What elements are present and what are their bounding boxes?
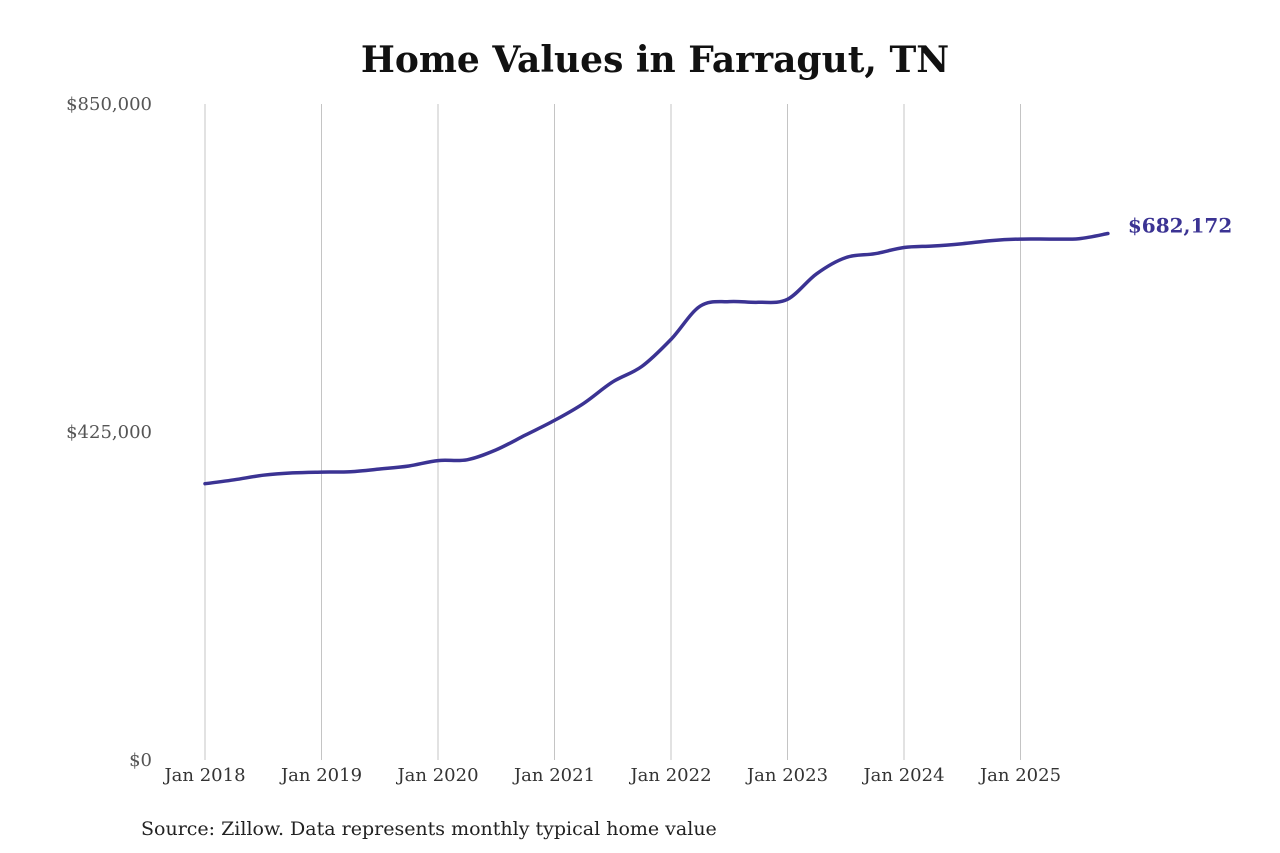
x-tick-label: Jan 2019 [279,765,362,786]
end-value-label: $682,172 [1128,214,1232,238]
y-axis-ticks: $0 $425,000 $850,000 [66,94,152,771]
x-tick-label: Jan 2020 [395,765,478,786]
grid-layer [204,104,1021,760]
y-tick-label: $850,000 [66,94,152,115]
x-tick-label: Jan 2022 [628,765,711,786]
y-tick-label: $0 [129,750,152,771]
x-tick-label: Jan 2023 [745,765,828,786]
y-tick-label: $425,000 [66,422,152,443]
x-tick-label: Jan 2021 [512,765,595,786]
source-note: Source: Zillow. Data represents monthly … [141,818,717,840]
x-axis-ticks: Jan 2018 Jan 2019 Jan 2020 Jan 2021 Jan 2022… [162,765,1061,786]
x-tick-label: Jan 2024 [861,765,944,786]
x-tick-label: Jan 2025 [978,765,1061,786]
series-line-home-value [203,231,1110,486]
x-tick-label: Jan 2018 [162,765,245,786]
chart-title: Home Values in Farragut, TN [361,39,949,81]
